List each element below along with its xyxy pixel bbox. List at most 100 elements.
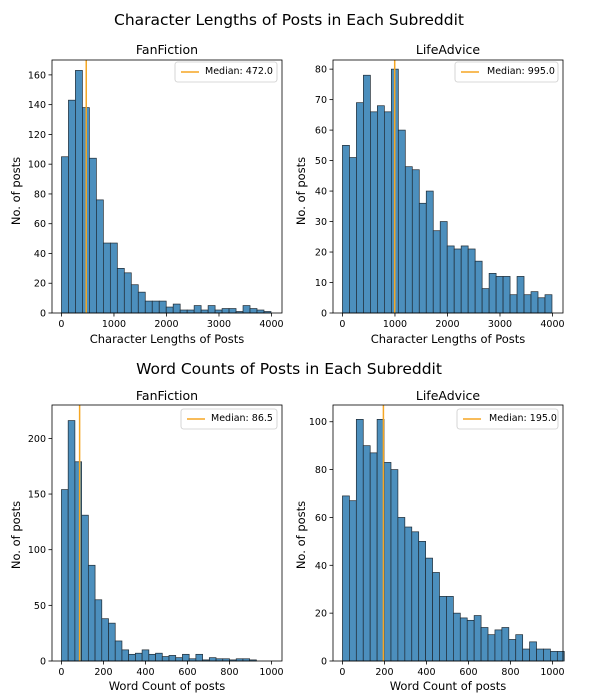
histogram-bar	[144, 300, 153, 314]
histogram-bar	[529, 641, 537, 662]
histogram-bar	[342, 145, 350, 314]
histogram-bar	[439, 221, 448, 314]
histogram-bar	[137, 291, 146, 314]
y-tick-label: 0	[321, 657, 327, 668]
histogram-bar	[87, 564, 96, 662]
histogram-bar	[75, 70, 83, 314]
histogram-bar	[411, 531, 420, 662]
histogram-bar	[155, 652, 163, 662]
legend-box	[174, 61, 278, 83]
histogram-bar	[439, 596, 447, 662]
plot-frame	[332, 404, 564, 662]
x-tick-label: 200	[94, 667, 112, 678]
histogram-bar	[151, 300, 160, 314]
y-tick-label: 30	[315, 217, 327, 228]
y-tick-label: 140	[28, 100, 46, 111]
x-tick-label: 3000	[488, 319, 512, 330]
histogram-bar	[453, 612, 461, 662]
histogram-bar	[148, 653, 156, 662]
histogram-bar	[81, 514, 89, 662]
histogram-bar	[208, 657, 217, 662]
x-tick-label: 200	[375, 667, 393, 678]
histogram-bar	[114, 640, 123, 662]
histogram-bar	[249, 308, 258, 314]
histogram-bar	[370, 111, 378, 314]
histogram-bar	[390, 469, 399, 662]
histogram-bar	[74, 461, 82, 662]
x-tick-label: 2000	[154, 319, 178, 330]
x-axis-label: Character Lengths of Posts	[371, 332, 526, 346]
histogram-bar	[342, 495, 350, 662]
histogram-bar	[411, 169, 420, 314]
y-tick-label: 60	[315, 126, 327, 137]
y-tick-label: 0	[321, 309, 327, 320]
histogram-bar	[362, 445, 371, 662]
histogram-bar	[61, 489, 69, 662]
histogram-bar	[515, 634, 524, 662]
histogram-bar	[446, 245, 455, 314]
histogram-bar	[228, 308, 237, 314]
histogram-bar	[495, 276, 504, 314]
histogram-bar	[523, 294, 532, 314]
histogram-bar	[536, 648, 544, 662]
histogram-bar	[349, 500, 357, 662]
row2-title: Word Counts of Posts in Each Subreddit	[136, 360, 442, 378]
x-tick-label: 400	[417, 667, 435, 678]
legend-box	[454, 61, 559, 83]
y-tick-label: 80	[315, 465, 327, 476]
x-tick-label: 0	[339, 319, 345, 330]
legend-label: Median: 995.0	[487, 66, 555, 77]
panel-title: LifeAdvice	[416, 388, 481, 403]
x-tick-label: 1000	[540, 667, 564, 678]
histogram-bar	[186, 309, 195, 314]
histogram-bar	[473, 615, 482, 662]
histogram-bar	[161, 656, 170, 662]
histogram-bar	[543, 648, 551, 662]
y-axis-label: No. of posts	[294, 157, 308, 225]
histogram-bar	[116, 268, 125, 314]
x-tick-label: 3000	[207, 319, 231, 330]
histogram-bar	[537, 297, 546, 314]
y-tick-label: 100	[309, 417, 327, 428]
histogram-bar	[460, 245, 469, 314]
lifeadvice-word-count-histogram: LifeAdvice Word Count of posts No. of po…	[294, 388, 565, 693]
histogram-bar	[195, 653, 203, 662]
histogram-bar	[121, 649, 130, 662]
histogram-bar	[214, 309, 223, 314]
plot-frame	[51, 59, 283, 314]
y-tick-label: 40	[315, 561, 327, 572]
y-tick-label: 40	[315, 187, 327, 198]
legend-label: Median: 195.0	[489, 413, 557, 424]
histogram-bar	[108, 622, 116, 662]
y-tick-label: 50	[315, 156, 327, 167]
histogram-bar	[544, 294, 553, 314]
histogram-bar	[467, 248, 476, 314]
panel-title: LifeAdvice	[416, 42, 481, 57]
x-tick-label: 0	[58, 667, 64, 678]
x-tick-label: 0	[58, 319, 64, 330]
plot-frame	[332, 59, 564, 314]
histogram-bar	[242, 305, 251, 314]
bars	[61, 420, 257, 662]
histogram-bar	[256, 309, 265, 314]
legend-box	[456, 408, 559, 430]
histogram-bar	[488, 273, 497, 314]
histogram-bar	[109, 242, 118, 314]
histogram-bar	[480, 627, 489, 662]
x-tick-label: 1000	[383, 319, 407, 330]
histogram-bar	[397, 129, 406, 314]
histogram-bar	[135, 652, 143, 662]
legend-label: Median: 472.0	[205, 66, 273, 77]
histogram-bar	[61, 156, 69, 314]
y-axis-label: No. of posts	[294, 501, 308, 569]
y-tick-label: 50	[34, 601, 46, 612]
x-tick-label: 800	[501, 667, 519, 678]
histogram-bar	[432, 572, 440, 662]
y-axis-label: No. of posts	[9, 157, 23, 225]
y-tick-label: 20	[315, 248, 327, 259]
histogram-bar	[168, 655, 177, 662]
y-tick-label: 10	[315, 278, 327, 289]
histogram-bar	[356, 102, 364, 314]
histogram-bar	[383, 462, 392, 662]
